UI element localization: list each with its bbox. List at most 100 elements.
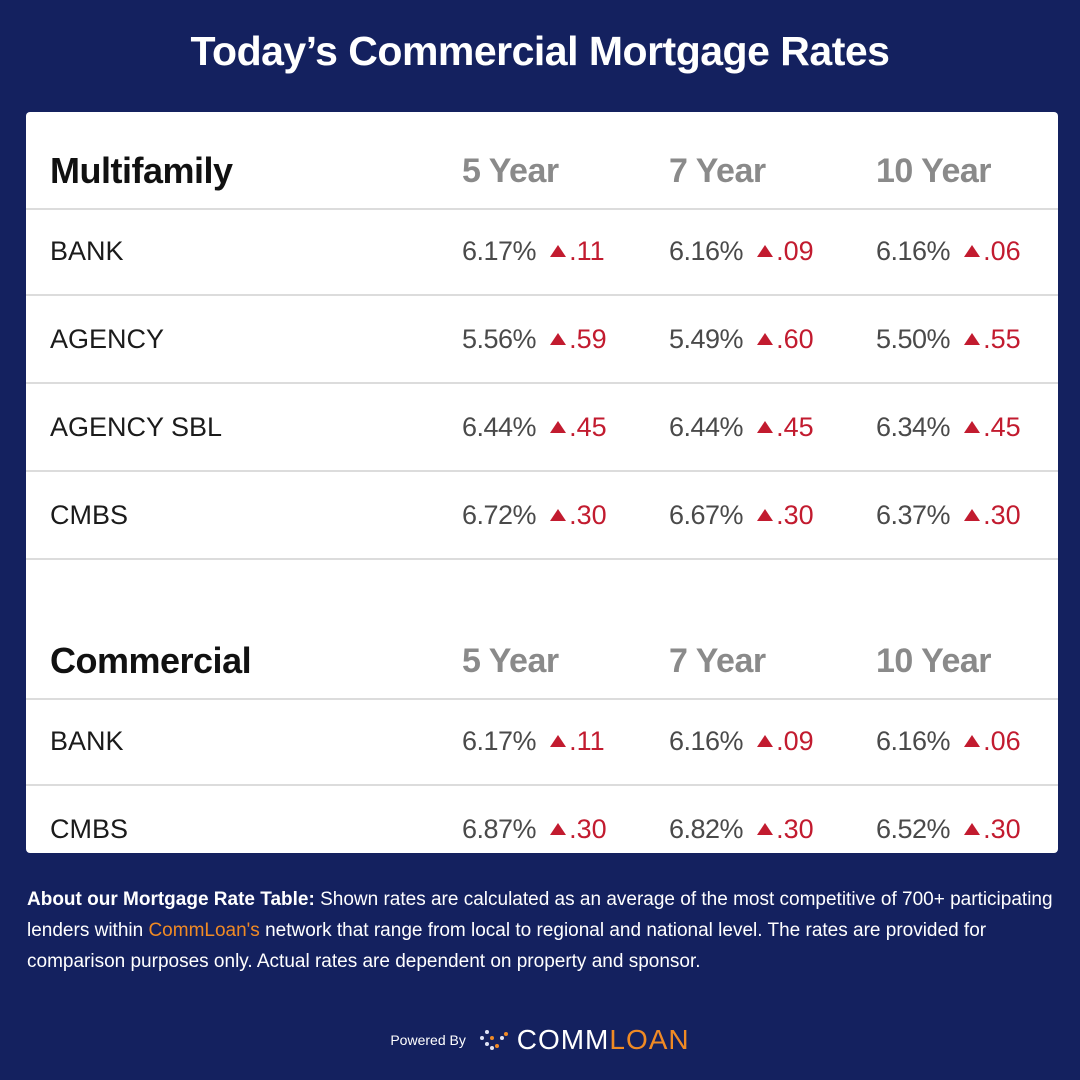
rate-change: .59 <box>550 324 607 354</box>
footer: Powered By COMMLOAN <box>0 1024 1080 1056</box>
rate-value: 5.50% <box>876 324 951 354</box>
column-header: 7 Year <box>669 642 766 680</box>
rate-change: .06 <box>964 726 1021 756</box>
triangle-up-icon <box>964 421 981 433</box>
section-header-commercial: Commercial 5 Year 7 Year 10 Year <box>26 602 1058 700</box>
rate-value: 6.34% <box>876 412 951 442</box>
rate-change: .06 <box>964 236 1021 266</box>
rate-change: .30 <box>757 500 814 530</box>
rate-cell: 6.44% .45 <box>462 412 607 443</box>
triangle-up-icon <box>757 421 774 433</box>
rate-cell: 6.82% .30 <box>669 814 814 845</box>
triangle-up-icon <box>964 245 981 257</box>
triangle-up-icon <box>757 245 774 257</box>
rate-change: .09 <box>757 236 814 266</box>
rate-change: .60 <box>757 324 814 354</box>
rate-change: .30 <box>757 814 814 844</box>
rate-change: .11 <box>550 236 605 266</box>
column-header: 7 Year <box>669 152 766 190</box>
rate-value: 6.44% <box>669 412 744 442</box>
lender-type-label: AGENCY SBL <box>50 412 223 442</box>
commloan-link[interactable]: CommLoan's <box>148 920 260 941</box>
commloan-logo: COMMLOAN <box>516 1024 690 1055</box>
triangle-up-icon <box>964 333 981 345</box>
rate-cell: 6.87% .30 <box>462 814 607 845</box>
rates-table-card: Multifamily 5 Year 7 Year 10 Year BANK 6.17%.… <box>26 112 1058 853</box>
triangle-up-icon <box>757 823 774 835</box>
triangle-up-icon <box>550 333 567 345</box>
rate-cell: 6.52% .30 <box>876 814 1021 845</box>
lender-type-label: AGENCY <box>50 324 165 354</box>
rate-change: .30 <box>550 500 607 530</box>
rate-change: .45 <box>550 412 607 442</box>
triangle-up-icon <box>757 333 774 345</box>
table-row: BANK 6.17% .11 6.16% .09 6.16% .06 <box>26 208 1058 296</box>
table-row: AGENCY 5.56% .59 5.49% .60 5.50% .55 <box>26 296 1058 384</box>
triangle-up-icon <box>550 421 567 433</box>
rate-change: .45 <box>757 412 814 442</box>
rate-value: 6.52% <box>876 814 951 844</box>
column-header: 5 Year <box>462 642 559 680</box>
triangle-up-icon <box>550 823 567 835</box>
column-header: 10 Year <box>876 152 992 190</box>
column-header: 5 Year <box>462 152 559 190</box>
table-row: CMBS 6.72% .30 6.67% .30 6.37% .30 <box>26 472 1058 560</box>
rate-change: .30 <box>964 500 1021 530</box>
rate-value: 5.56% <box>462 324 537 354</box>
lender-type-label: CMBS <box>50 500 129 530</box>
powered-by-label: Powered By <box>390 1032 466 1048</box>
section-title: Multifamily <box>50 150 233 191</box>
lender-type-label: BANK <box>50 726 124 756</box>
rate-cell: 5.56% .59 <box>462 324 607 355</box>
rate-cell: 5.49% .60 <box>669 324 814 355</box>
section-header-multifamily: Multifamily 5 Year 7 Year 10 Year <box>26 112 1058 210</box>
rate-value: 6.82% <box>669 814 744 844</box>
section-title: Commercial <box>50 640 252 681</box>
rate-cell: 6.16% .09 <box>669 726 814 757</box>
rate-change: .30 <box>964 814 1021 844</box>
rate-cell: 6.17% .11 <box>462 726 605 757</box>
rate-cell: 6.67% .30 <box>669 500 814 531</box>
rate-value: 6.17% <box>462 236 537 266</box>
rate-value: 6.72% <box>462 500 537 530</box>
triangle-up-icon <box>550 245 567 257</box>
rate-cell: 6.16% .06 <box>876 236 1021 267</box>
table-row: BANK 6.17% .11 6.16% .09 6.16% .06 <box>26 698 1058 786</box>
table-row: AGENCY SBL 6.44% .45 6.44% .45 6.34% .45 <box>26 384 1058 472</box>
rate-change: .11 <box>550 726 605 756</box>
rate-value: 6.17% <box>462 726 537 756</box>
column-header: 10 Year <box>876 642 992 680</box>
triangle-up-icon <box>550 735 567 747</box>
rate-value: 6.16% <box>876 236 951 266</box>
rate-value: 6.16% <box>669 726 744 756</box>
triangle-up-icon <box>964 509 981 521</box>
table-row: CMBS 6.87% .30 6.82% .30 6.52% .30 <box>26 786 1058 872</box>
commloan-logo-icon <box>480 1030 509 1050</box>
triangle-up-icon <box>964 735 981 747</box>
about-note: About our Mortgage Rate Table: Shown rat… <box>27 884 1057 977</box>
rate-value: 6.67% <box>669 500 744 530</box>
rate-cell: 5.50% .55 <box>876 324 1021 355</box>
rate-value: 6.44% <box>462 412 537 442</box>
page-title: Today’s Commercial Mortgage Rates <box>190 28 890 74</box>
rate-value: 6.16% <box>876 726 951 756</box>
triangle-up-icon <box>964 823 981 835</box>
rate-cell: 6.44% .45 <box>669 412 814 443</box>
triangle-up-icon <box>550 509 567 521</box>
note-text: Shown rates are calculated as an average… <box>27 889 1053 941</box>
triangle-up-icon <box>757 509 774 521</box>
note-heading: About our Mortgage Rate Table: <box>27 889 315 910</box>
rate-value: 6.87% <box>462 814 537 844</box>
lender-type-label: CMBS <box>50 814 129 844</box>
rate-cell: 6.34% .45 <box>876 412 1021 443</box>
rate-value: 6.37% <box>876 500 951 530</box>
note-text-cont: network that range from local to regiona… <box>27 920 987 972</box>
rate-change: .55 <box>964 324 1021 354</box>
rate-cell: 6.72% .30 <box>462 500 607 531</box>
rate-cell: 6.17% .11 <box>462 236 605 267</box>
rate-change: .30 <box>550 814 607 844</box>
rate-value: 6.16% <box>669 236 744 266</box>
rate-change: .45 <box>964 412 1021 442</box>
rate-value: 5.49% <box>669 324 744 354</box>
rate-change: .09 <box>757 726 814 756</box>
